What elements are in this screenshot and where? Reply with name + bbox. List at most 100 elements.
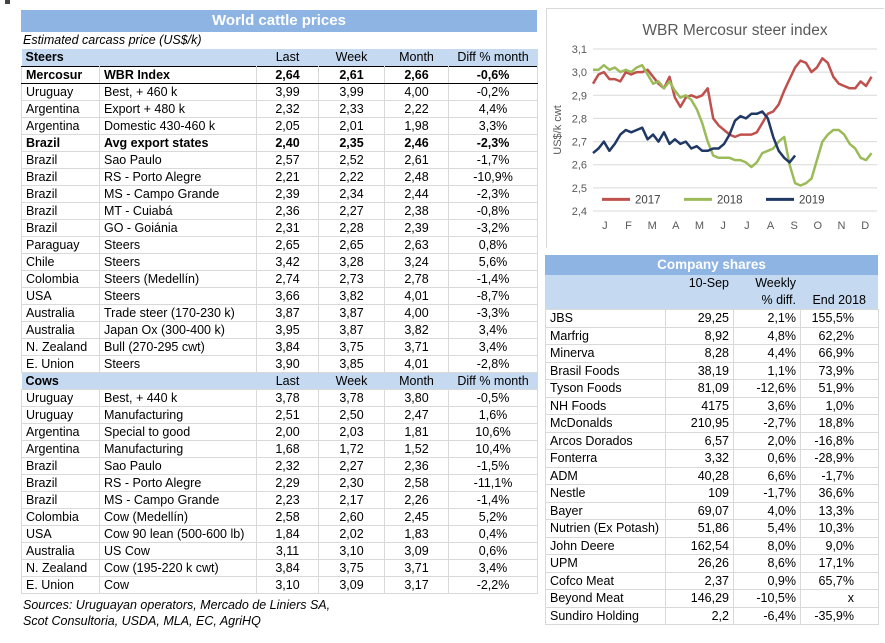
country-cell: Brazil xyxy=(21,218,100,237)
description-cell: US Cow xyxy=(98,541,258,560)
company-weekly-cell: 4,0% xyxy=(733,501,801,520)
month-price-cell: 1,52 xyxy=(384,439,450,458)
last-price-cell: 2,21 xyxy=(256,167,320,186)
diff-pct-cell: -10,9% xyxy=(448,167,539,186)
company-price-cell: 4175 xyxy=(665,396,734,415)
price-row: Brazil RS - Porto Alegre 2,21 2,22 2,48 -10,9… xyxy=(21,167,539,186)
country-cell: Brazil xyxy=(21,201,100,220)
diff-pct-cell: 10,4% xyxy=(448,439,539,458)
price-row: Brazil Sao Paulo 2,32 2,27 2,36 -1,5% xyxy=(21,456,539,475)
description-cell: Bull (270-295 cwt) xyxy=(98,337,258,356)
diff-pct-cell: 4,4% xyxy=(448,99,539,118)
company-row: Sundiro Holding 2,2 -6,4% -35,9% xyxy=(545,606,879,625)
company-name-cell: Brasil Foods xyxy=(545,361,666,380)
week-price-cell: 3,78 xyxy=(318,388,386,407)
diff-pct-cell: -1,4% xyxy=(448,269,539,288)
description-cell: Steers xyxy=(98,286,258,305)
week-price-cell: 2,33 xyxy=(318,99,386,118)
company-weekly-cell: 3,6% xyxy=(733,396,801,415)
company-weekly-cell: 2,1% xyxy=(733,309,801,328)
country-cell: Colombia xyxy=(21,269,100,288)
month-price-cell: 2,38 xyxy=(384,201,450,220)
week-price-cell: 2,01 xyxy=(318,116,386,135)
price-row: Australia US Cow 3,11 3,10 3,09 0,6% xyxy=(21,541,539,560)
description-cell: Best, + 460 k xyxy=(98,82,258,101)
company-price-cell: 29,25 xyxy=(665,309,734,328)
x-tick-label: A xyxy=(767,220,775,232)
last-price-cell: 2,31 xyxy=(256,218,320,237)
x-tick-label: O xyxy=(814,220,823,232)
week-price-cell: 2,22 xyxy=(318,167,386,186)
month-price-cell: 2,63 xyxy=(384,235,450,254)
week-price-cell: 2,73 xyxy=(318,269,386,288)
company-end2018-cell: x xyxy=(800,589,879,608)
last-price-cell: 1,68 xyxy=(256,439,320,458)
country-cell: Brazil xyxy=(21,473,100,492)
last-price-cell: 2,58 xyxy=(256,507,320,526)
company-price-cell: 2,2 xyxy=(665,606,734,625)
last-price-cell: 2,05 xyxy=(256,116,320,135)
last-price-cell: 2,74 xyxy=(256,269,320,288)
company-end2018-cell: 10,3% xyxy=(800,519,879,538)
week-price-cell: 2,50 xyxy=(318,405,386,424)
week-price-cell: 2,17 xyxy=(318,490,386,509)
description-cell: Cow xyxy=(98,575,258,594)
x-tick-label: M xyxy=(695,220,704,232)
diff-pct-cell: -0,2% xyxy=(448,82,539,101)
company-weekly-cell: -1,7% xyxy=(733,484,801,503)
section-header: Steers Last Week Month Diff % month xyxy=(21,49,538,66)
diff-pct-cell: -1,4% xyxy=(448,490,539,509)
company-weekly-cell: 5,4% xyxy=(733,519,801,538)
diff-pct-cell: 5,2% xyxy=(448,507,539,526)
diff-pct-cell: -2,2% xyxy=(448,575,539,594)
month-price-cell: 3,17 xyxy=(384,575,450,594)
week-price-cell: 2,65 xyxy=(318,235,386,254)
week-price-cell: 3,75 xyxy=(318,558,386,577)
column-header: Last xyxy=(256,372,319,389)
price-row: E. Union Steers 3,90 3,85 4,01 -2,8% xyxy=(21,354,539,373)
country-cell: E. Union xyxy=(21,575,100,594)
price-row: Australia Trade steer (170-230 k) 3,87 3,87… xyxy=(21,303,539,322)
y-tick-label: 2,7 xyxy=(572,137,587,149)
description-cell: RS - Porto Alegre xyxy=(98,473,258,492)
last-price-cell: 3,87 xyxy=(256,303,320,322)
company-name-cell: JBS xyxy=(545,309,666,328)
company-end2018-cell: -1,7% xyxy=(800,466,879,485)
company-price-cell: 109 xyxy=(665,484,734,503)
column-header: Last xyxy=(256,49,319,66)
last-price-cell: 3,11 xyxy=(256,541,320,560)
diff-pct-cell: 0,8% xyxy=(448,235,539,254)
last-price-cell: 3,99 xyxy=(256,82,320,101)
price-row: Mercosur WBR Index 2,64 2,61 2,66 -0,6% xyxy=(21,65,539,84)
country-cell: Paraguay xyxy=(21,235,100,254)
country-cell: Australia xyxy=(21,541,100,560)
last-price-cell: 3,42 xyxy=(256,252,320,271)
company-end2018-cell: 13,3% xyxy=(800,501,879,520)
company-header-end-2018: End 2018 xyxy=(812,293,866,307)
company-end2018-cell: -35,9% xyxy=(800,606,879,625)
company-row: ADM 40,28 6,6% -1,7% xyxy=(545,466,879,485)
y-tick-label: 2,9 xyxy=(572,90,587,102)
x-tick-label: M xyxy=(648,220,657,232)
country-cell: Australia xyxy=(21,303,100,322)
company-name-cell: Minerva xyxy=(545,344,666,363)
price-row: Uruguay Best, + 460 k 3,99 3,99 4,00 -0,2% xyxy=(21,82,539,101)
diff-pct-cell: -2,8% xyxy=(448,354,539,373)
month-price-cell: 3,82 xyxy=(384,320,450,339)
last-price-cell: 2,32 xyxy=(256,456,320,475)
chart-title: WBR Mercosur steer index xyxy=(642,22,827,39)
company-weekly-cell: 4,4% xyxy=(733,344,801,363)
last-price-cell: 3,84 xyxy=(256,337,320,356)
world-cattle-prices-title: World cattle prices xyxy=(21,10,537,32)
company-row: Minerva 8,28 4,4% 66,9% xyxy=(545,344,879,363)
screenshot-corner-artifact xyxy=(5,0,10,4)
section-header: Cows Last Week Month Diff % month xyxy=(21,372,538,389)
week-price-cell: 2,03 xyxy=(318,422,386,441)
description-cell: Cow 90 lean (500-600 lb) xyxy=(98,524,258,543)
y-axis-label: US$/k cwt xyxy=(552,105,564,155)
country-cell: Argentina xyxy=(21,99,100,118)
x-tick-label: D xyxy=(861,220,869,232)
company-name-cell: Beyond Meat xyxy=(545,589,666,608)
country-cell: Argentina xyxy=(21,116,100,135)
company-shares-title: Company shares xyxy=(545,255,878,275)
